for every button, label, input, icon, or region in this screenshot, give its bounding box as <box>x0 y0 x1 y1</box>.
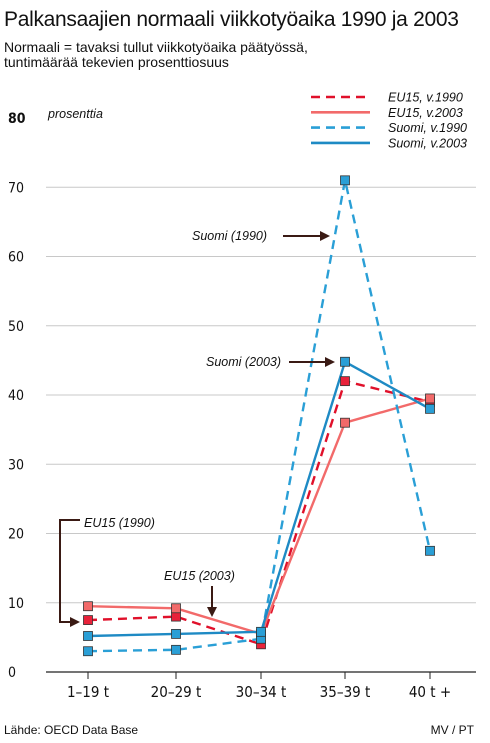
data-point-s1-3 <box>340 417 350 428</box>
data-point-s0-3 <box>340 376 350 387</box>
data-point-s1-1 <box>171 603 181 614</box>
data-point-s0-1 <box>171 611 181 622</box>
y-tick-label-60: 60 <box>8 250 24 266</box>
x-tick-label-4: 40 t + <box>409 683 451 701</box>
data-point-s3-0 <box>83 631 93 641</box>
data-point-s2-0 <box>83 646 93 657</box>
series-markers <box>83 175 435 657</box>
annotation-eu15-1990-line <box>59 519 80 623</box>
data-point-s3-2 <box>256 626 266 637</box>
legend-label-1: EU15, v.2003 <box>388 106 463 120</box>
chart-subtitle: Normaali = tavaksi tullut viikkotyöaika … <box>4 40 444 70</box>
subtitle-line-1: Normaali = tavaksi tullut viikkotyöaika … <box>4 39 308 55</box>
data-point-s2-4 <box>425 545 435 556</box>
data-point-s1-0 <box>83 601 93 612</box>
data-point-s3-3 <box>340 356 350 367</box>
annotation-suomi-2003: Suomi (2003) <box>206 355 281 369</box>
data-point-s1-4 <box>425 393 435 404</box>
y-tick-label-80: 80 <box>8 111 26 127</box>
y-axis-label: prosenttia <box>47 107 103 121</box>
axes: 0 10 20 30 40 50 60 70 80 1–19 t 20–29 t 30–34 t 35–… <box>8 107 476 701</box>
source-note: Lähde: OECD Data Base <box>4 723 139 737</box>
annotation-eu15-2003: EU15 (2003) <box>164 569 235 583</box>
series-line-0 <box>87 379 431 646</box>
legend-label-0: EU15, v.1990 <box>388 91 463 105</box>
gridlines <box>46 186 476 604</box>
x-tick-label-3: 35–39 t <box>320 683 371 701</box>
y-tick-label-0: 0 <box>8 665 16 681</box>
data-point-s2-3 <box>340 175 350 186</box>
annotation-eu15-2003-arrowhead <box>207 607 217 617</box>
credit: MV / PT <box>430 723 474 737</box>
data-point-s0-0 <box>83 615 93 625</box>
series-line-2 <box>87 179 432 653</box>
x-tick-label-2: 30–34 t <box>236 683 287 701</box>
y-tick-label-20: 20 <box>8 527 24 543</box>
series-line-3 <box>87 360 431 638</box>
chart-title: Palkansaajien normaali viikkotyöaika 199… <box>4 8 459 31</box>
data-point-s3-1 <box>171 629 181 639</box>
y-tick-label-70: 70 <box>8 180 24 196</box>
subtitle-line-2: tuntimäärää tekevien prosenttiosuus <box>4 54 229 70</box>
annotation-eu15-1990: EU15 (1990) <box>84 516 155 530</box>
annotation-eu15-1990-arrowhead <box>70 617 80 627</box>
legend-label-3: Suomi, v.2003 <box>388 136 467 150</box>
series-lines <box>87 179 432 653</box>
annotations: Suomi (1990) Suomi (2003) EU15 (1990) EU15 … <box>59 229 335 627</box>
y-tick-label-30: 30 <box>8 457 24 473</box>
data-point-s2-1 <box>171 644 181 655</box>
annotation-suomi-1990: Suomi (1990) <box>192 229 267 243</box>
y-tick-label-40: 40 <box>8 388 24 404</box>
annotation-suomi-1990-arrowhead <box>320 231 330 241</box>
annotation-suomi-2003-arrowhead <box>325 357 335 367</box>
x-tick-label-0: 1–19 t <box>67 683 109 701</box>
legend-label-2: Suomi, v.1990 <box>388 121 467 135</box>
y-tick-label-10: 10 <box>8 596 24 612</box>
data-point-s3-4 <box>425 403 435 414</box>
x-tick-label-1: 20–29 t <box>151 683 202 701</box>
y-tick-label-50: 50 <box>8 319 24 335</box>
